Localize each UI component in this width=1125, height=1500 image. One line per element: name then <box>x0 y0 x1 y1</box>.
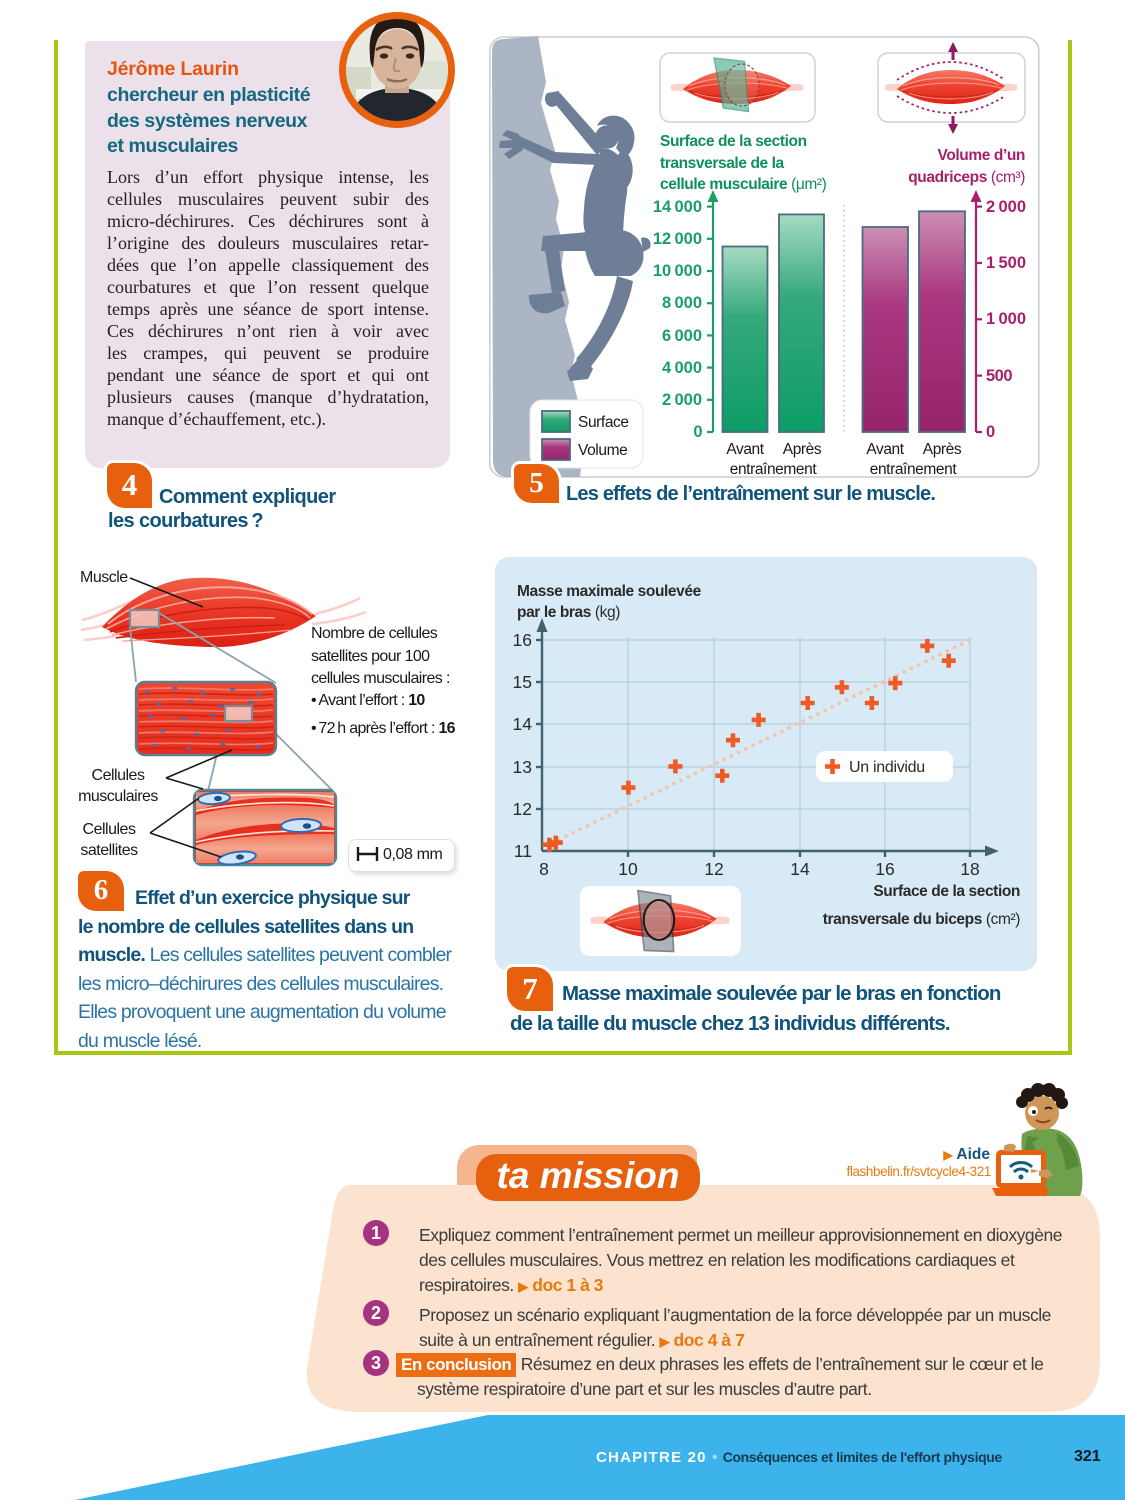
svg-text:Surface de la section: Surface de la section <box>873 883 1020 900</box>
svg-text:entraînement: entraînement <box>730 461 818 478</box>
svg-text:6 000: 6 000 <box>662 327 702 345</box>
svg-text:1 500: 1 500 <box>986 254 1026 272</box>
svg-text:Après: Après <box>783 441 822 458</box>
svg-text:18: 18 <box>960 859 979 879</box>
svg-text:4 000: 4 000 <box>662 359 702 377</box>
svg-text:transversale de la: transversale de la <box>660 155 785 172</box>
svg-text:12: 12 <box>513 799 532 819</box>
svg-text:2 000: 2 000 <box>662 391 702 409</box>
svg-text:16: 16 <box>875 859 894 879</box>
svg-text:1 000: 1 000 <box>986 310 1026 328</box>
svg-text:10: 10 <box>618 859 638 879</box>
svg-text:0: 0 <box>693 423 702 441</box>
svg-text:15: 15 <box>513 672 532 692</box>
svg-text:Avant: Avant <box>726 441 764 458</box>
svg-text:13: 13 <box>513 757 532 777</box>
svg-text:Volume: Volume <box>578 442 627 459</box>
svg-text:cellule musculaire (μm²): cellule musculaire (μm²) <box>660 176 827 193</box>
svg-text:0: 0 <box>986 423 995 441</box>
svg-text:500: 500 <box>986 367 1012 385</box>
svg-text:quadriceps (cm³): quadriceps (cm³) <box>908 169 1025 186</box>
svg-text:2 000: 2 000 <box>986 198 1026 216</box>
svg-text:16: 16 <box>513 630 532 650</box>
svg-text:Surface: Surface <box>578 414 629 431</box>
svg-text:entraînement: entraînement <box>870 461 958 478</box>
svg-text:14: 14 <box>513 714 533 734</box>
svg-text:10 000: 10 000 <box>653 262 702 280</box>
svg-text:14: 14 <box>790 859 810 879</box>
svg-text:Avant: Avant <box>866 441 904 458</box>
svg-text:par le bras (kg): par le bras (kg) <box>517 604 620 621</box>
svg-text:transversale du biceps (cm²): transversale du biceps (cm²) <box>823 911 1020 928</box>
svg-text:14 000: 14 000 <box>653 198 702 216</box>
svg-text:12: 12 <box>704 859 723 879</box>
svg-text:Un individu: Un individu <box>849 759 925 776</box>
svg-text:8: 8 <box>539 859 549 879</box>
svg-text:12 000: 12 000 <box>653 230 702 248</box>
svg-text:Surface de la section: Surface de la section <box>660 133 807 150</box>
svg-text:8 000: 8 000 <box>662 294 702 312</box>
svg-text:Après: Après <box>923 441 962 458</box>
svg-text:Masse maximale soulevée: Masse maximale soulevée <box>517 583 702 600</box>
svg-text:Volume d’un: Volume d’un <box>938 147 1025 164</box>
svg-text:11: 11 <box>514 841 532 861</box>
